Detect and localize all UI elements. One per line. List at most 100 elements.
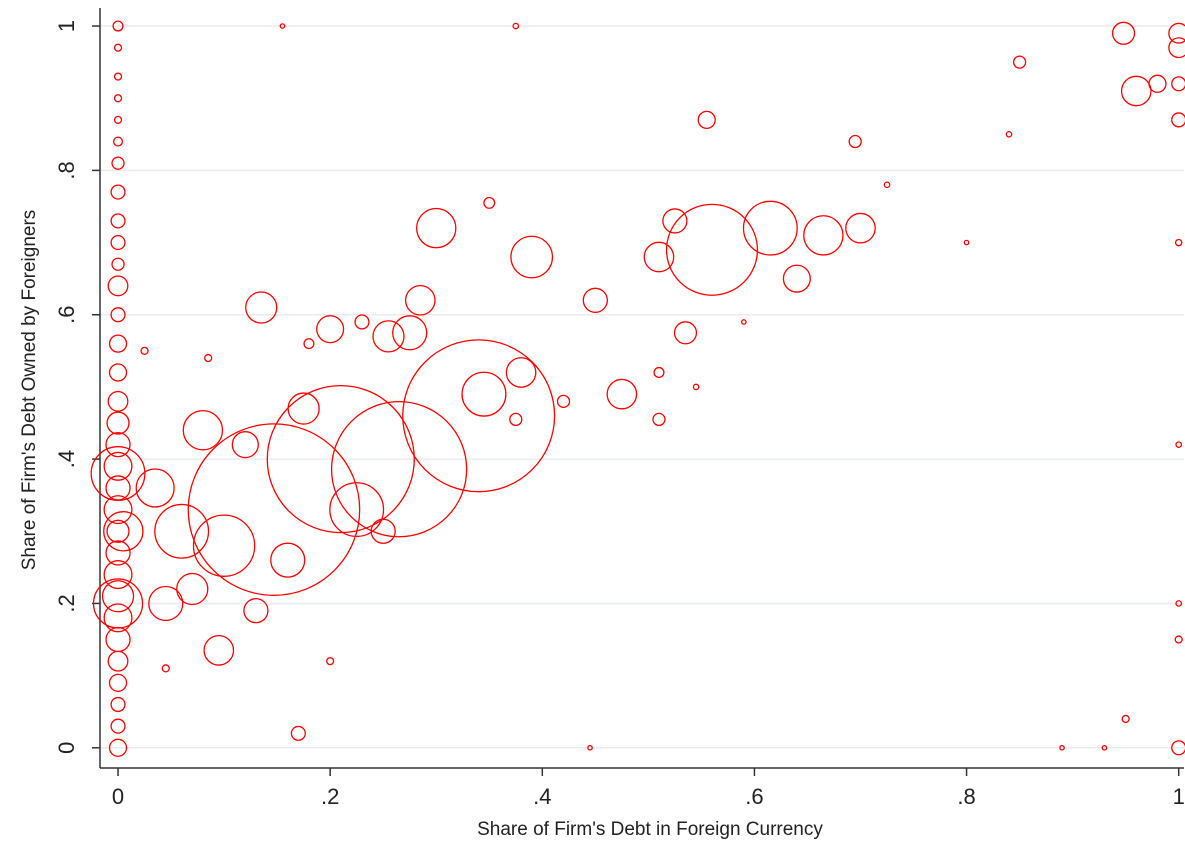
bubble [101,580,135,613]
bubble [505,357,537,388]
bubble [1175,600,1183,607]
bubble [187,423,361,596]
bubble [326,657,335,666]
bubble [103,511,144,552]
bubble [107,275,129,297]
bubble [1171,76,1185,92]
bubble [203,635,235,666]
bubble [266,384,415,534]
bubble [404,284,436,316]
bubble [110,718,126,734]
bubble [1168,37,1185,59]
bubble [106,411,130,435]
bubble [1059,744,1065,751]
bubble [740,319,747,325]
bubble [1120,75,1152,107]
bubble [510,235,554,279]
x-tick-label: .6 [745,784,763,809]
bubble [370,518,396,544]
bubble [113,72,123,81]
y-tick-label: .4 [54,450,79,468]
bubble [1121,714,1130,724]
bubble [103,451,133,481]
x-tick-label: 0 [112,784,124,809]
bubble [110,307,126,323]
bubble [108,673,128,692]
bubble [803,215,844,256]
bubble [587,744,593,751]
bubble [1101,744,1108,751]
bubble [111,257,125,271]
bubble [845,212,876,244]
x-axis-title: Share of Firm's Debt in Foreign Currency [477,819,823,840]
y-axis-title: Share of Firm's Debt Owned by Foreigners [19,210,40,571]
bubble [402,339,556,493]
bubble [1174,238,1183,247]
bubble [782,264,811,293]
x-tick-label: .2 [321,784,339,809]
bubble [111,156,125,170]
bubble [1175,441,1183,448]
bubble [652,412,666,427]
bubble [392,315,428,351]
bubble [107,650,129,672]
bubble [108,738,128,757]
bubble [231,431,259,459]
bubble [1174,635,1183,644]
bubble [1005,130,1013,138]
bubble [742,200,798,256]
bubble [1171,112,1185,128]
bubble [105,432,131,458]
y-tick-label: 1 [54,20,79,32]
bubble [154,503,210,559]
bubble [182,409,224,451]
bubble [290,725,306,741]
y-tick-label: .6 [54,306,79,324]
bubble [1168,22,1185,44]
bubble [112,20,124,32]
bubble [329,482,385,538]
bubble [643,241,675,273]
bubble [606,378,638,410]
bubble [556,394,571,409]
bubble [161,664,170,673]
bubble [316,315,345,344]
bubble [279,23,286,29]
y-tick-label: .8 [54,161,79,179]
bubble [135,468,175,508]
bubble [92,578,144,629]
bubble [112,136,124,147]
bubble [662,208,688,234]
x-tick-label: 1 [1173,784,1185,809]
bubble [110,696,126,713]
bubble [303,338,315,350]
bubble [107,390,129,412]
bubble [483,196,496,209]
bubble [1111,21,1136,45]
bubble [110,184,126,200]
bubble [1148,74,1167,93]
bubble [103,560,133,590]
bubble [883,181,891,189]
bubble [192,514,256,577]
bubble [287,392,320,425]
bubble [176,572,209,606]
bubble [673,321,698,345]
bubble [512,22,520,30]
bubble [103,603,133,633]
bubble [582,287,608,313]
bubble [140,346,149,355]
bubble [105,540,131,566]
bubble [110,234,126,251]
bubble [330,401,468,538]
bubble [204,353,213,363]
bubble [372,320,405,353]
bubble [106,519,130,543]
bubble [653,366,665,379]
bubble [245,291,278,324]
x-tick-label: .4 [533,784,551,809]
bubble [113,115,123,124]
bubble [415,207,457,249]
bubble [461,371,507,417]
